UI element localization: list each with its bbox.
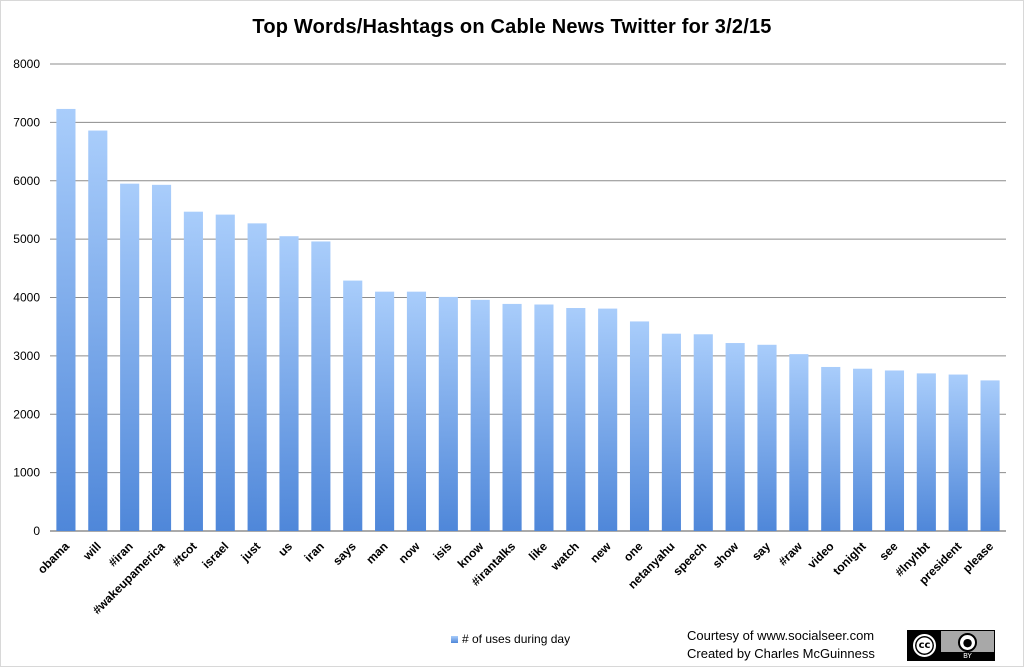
x-tick-label: like bbox=[526, 539, 550, 563]
bar bbox=[661, 333, 681, 531]
bar bbox=[470, 299, 490, 531]
credit-courtesy: Courtesy of www.socialseer.com bbox=[687, 628, 875, 643]
bar bbox=[598, 308, 618, 531]
bar bbox=[215, 214, 235, 532]
bar bbox=[789, 354, 809, 531]
y-tick-label: 0 bbox=[33, 524, 40, 538]
x-tick-label: us bbox=[275, 539, 295, 559]
legend: # of uses during day bbox=[451, 632, 570, 646]
bar bbox=[502, 303, 522, 531]
bar bbox=[629, 321, 650, 531]
x-tick-label: isis bbox=[430, 539, 454, 563]
x-tick-label: just bbox=[238, 539, 264, 565]
x-tick-label: speech bbox=[670, 539, 709, 578]
bar bbox=[406, 291, 427, 531]
bar bbox=[693, 334, 713, 531]
x-tick-label: will bbox=[80, 539, 104, 563]
y-tick-label: 3000 bbox=[13, 349, 40, 363]
x-tick-label: new bbox=[587, 539, 614, 566]
cc-attribution-block: ● BY bbox=[941, 631, 994, 660]
bar bbox=[56, 108, 76, 531]
bar bbox=[375, 291, 395, 531]
x-tick-label: obama bbox=[35, 539, 72, 576]
credit-author: Created by Charles McGuinness bbox=[687, 646, 875, 661]
bar bbox=[534, 304, 554, 531]
x-tick-label: now bbox=[396, 539, 423, 566]
legend-swatch bbox=[451, 635, 458, 643]
x-tick-label: show bbox=[710, 539, 742, 571]
bar bbox=[821, 366, 841, 531]
bar bbox=[438, 296, 458, 531]
legend-label: # of uses during day bbox=[462, 632, 571, 646]
bar bbox=[183, 211, 203, 531]
bar bbox=[343, 280, 363, 531]
y-tick-label: 2000 bbox=[13, 407, 40, 421]
bar bbox=[725, 343, 745, 531]
x-tick-label: watch bbox=[547, 539, 582, 574]
y-tick-label: 5000 bbox=[13, 232, 40, 246]
bar bbox=[916, 373, 936, 531]
bar bbox=[311, 241, 331, 531]
y-tick-label: 4000 bbox=[13, 291, 40, 305]
bar bbox=[884, 370, 905, 531]
y-tick-label: 6000 bbox=[13, 174, 40, 188]
bar bbox=[853, 368, 873, 531]
chart-title: Top Words/Hashtags on Cable News Twitter… bbox=[252, 16, 772, 38]
x-tick-label: see bbox=[877, 539, 901, 563]
bar bbox=[566, 308, 586, 531]
bar bbox=[151, 184, 172, 531]
cc-icon: cc bbox=[913, 634, 936, 657]
bar bbox=[247, 223, 267, 531]
x-tick-label: iran bbox=[302, 539, 327, 564]
cc-by-label: BY bbox=[941, 652, 994, 660]
attribution-person-icon: ● bbox=[958, 633, 977, 652]
x-tick-label: #raw bbox=[776, 539, 806, 569]
x-tick-label: israel bbox=[199, 539, 231, 571]
creative-commons-badge: cc ● BY bbox=[907, 630, 995, 661]
x-tick-label: tonight bbox=[830, 539, 869, 578]
y-tick-label: 8000 bbox=[13, 57, 40, 71]
x-tick-label: says bbox=[330, 539, 359, 568]
y-tick-label: 1000 bbox=[13, 466, 40, 480]
x-tick-label: say bbox=[749, 539, 773, 563]
bar bbox=[279, 236, 299, 532]
bar bbox=[88, 130, 108, 532]
bar bbox=[757, 344, 777, 531]
bar bbox=[980, 380, 1000, 531]
y-tick-label: 7000 bbox=[13, 115, 40, 129]
cc-logo-block: cc bbox=[908, 631, 941, 660]
x-tick-label: please bbox=[960, 539, 997, 576]
x-tick-label: #tcot bbox=[169, 539, 199, 569]
x-tick-label: one bbox=[621, 539, 646, 564]
x-tick-label: man bbox=[363, 539, 390, 566]
bar bbox=[948, 374, 968, 531]
bar bbox=[120, 183, 140, 531]
